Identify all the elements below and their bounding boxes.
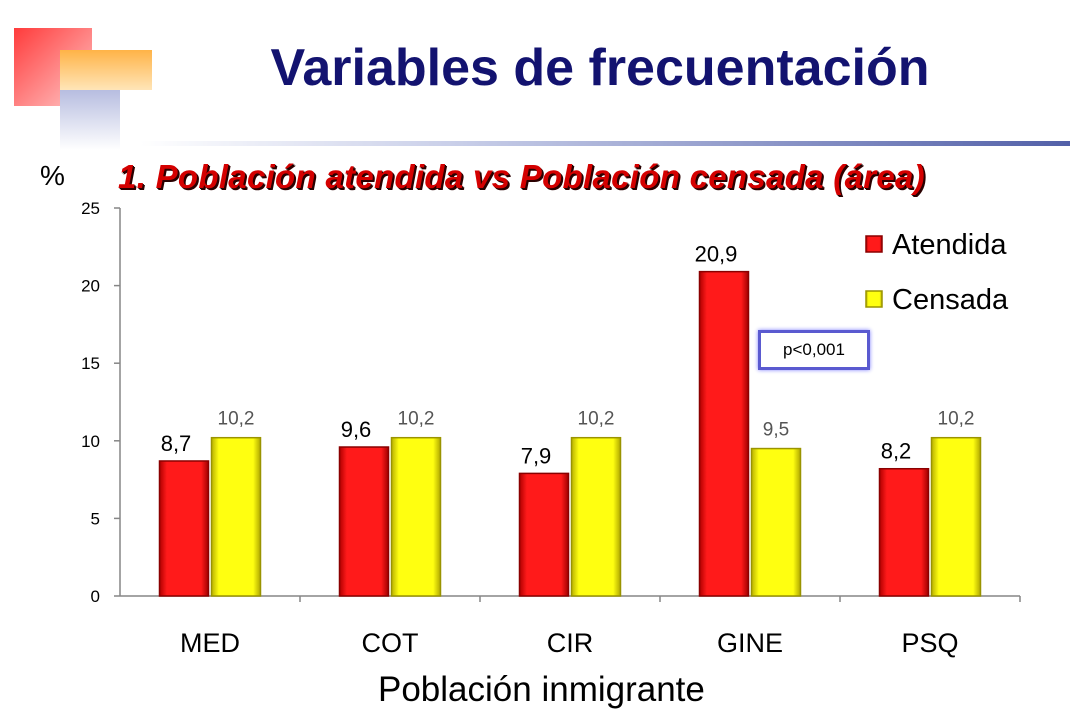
chart-subtitle: 1. Población atendida vs Población censa… (118, 158, 925, 195)
data-label: 20,9 (695, 242, 738, 267)
data-label: 10,2 (218, 409, 255, 430)
data-label: 10,2 (578, 409, 615, 430)
data-label: 10,2 (938, 409, 975, 430)
x-tick-label: MED (180, 628, 240, 658)
y-tick-label: 15 (81, 354, 100, 373)
p-value-annotation: p<0,001 (758, 330, 870, 370)
data-label: 8,7 (161, 431, 192, 456)
data-label: 9,6 (341, 417, 372, 442)
bar-censada-psq (930, 436, 982, 597)
bar-censada-med (210, 436, 262, 597)
decorative-square-blue (60, 90, 120, 150)
page-title: Variables de frecuentación (270, 39, 930, 97)
legend-swatch-censada (865, 290, 883, 308)
bar-censada-cot (390, 436, 442, 597)
x-tick-label: CIR (547, 628, 594, 658)
data-label: 10,2 (398, 409, 435, 430)
legend-label-censada: Censada (892, 284, 1009, 316)
y-tick-label: 5 (91, 509, 100, 528)
y-axis-unit: % (40, 160, 65, 191)
legend-label-atendida: Atendida (892, 229, 1007, 261)
y-tick-label: 10 (81, 432, 100, 451)
data-label: 9,5 (763, 420, 789, 441)
y-tick-label: 25 (81, 199, 100, 218)
y-tick-label: 20 (81, 277, 100, 296)
decorative-square-orange (60, 50, 152, 90)
data-label: 7,9 (521, 443, 552, 468)
bar-censada-cir (570, 436, 622, 597)
bar-atendida-gine (698, 270, 750, 597)
y-tick-label: 0 (91, 587, 100, 606)
bar-atendida-psq (878, 467, 930, 597)
bar-censada-gine (750, 447, 802, 597)
x-tick-label: COT (362, 628, 419, 658)
legend-swatch-atendida (865, 235, 883, 253)
x-tick-label: PSQ (901, 628, 958, 658)
bar-atendida-med (158, 460, 210, 597)
title-underline (140, 141, 1070, 146)
x-tick-label: GINE (717, 628, 783, 658)
bar-atendida-cir (518, 472, 570, 597)
data-label: 8,2 (881, 439, 912, 464)
x-axis-title: Población inmigrante (378, 670, 705, 709)
bar-atendida-cot (338, 446, 390, 597)
